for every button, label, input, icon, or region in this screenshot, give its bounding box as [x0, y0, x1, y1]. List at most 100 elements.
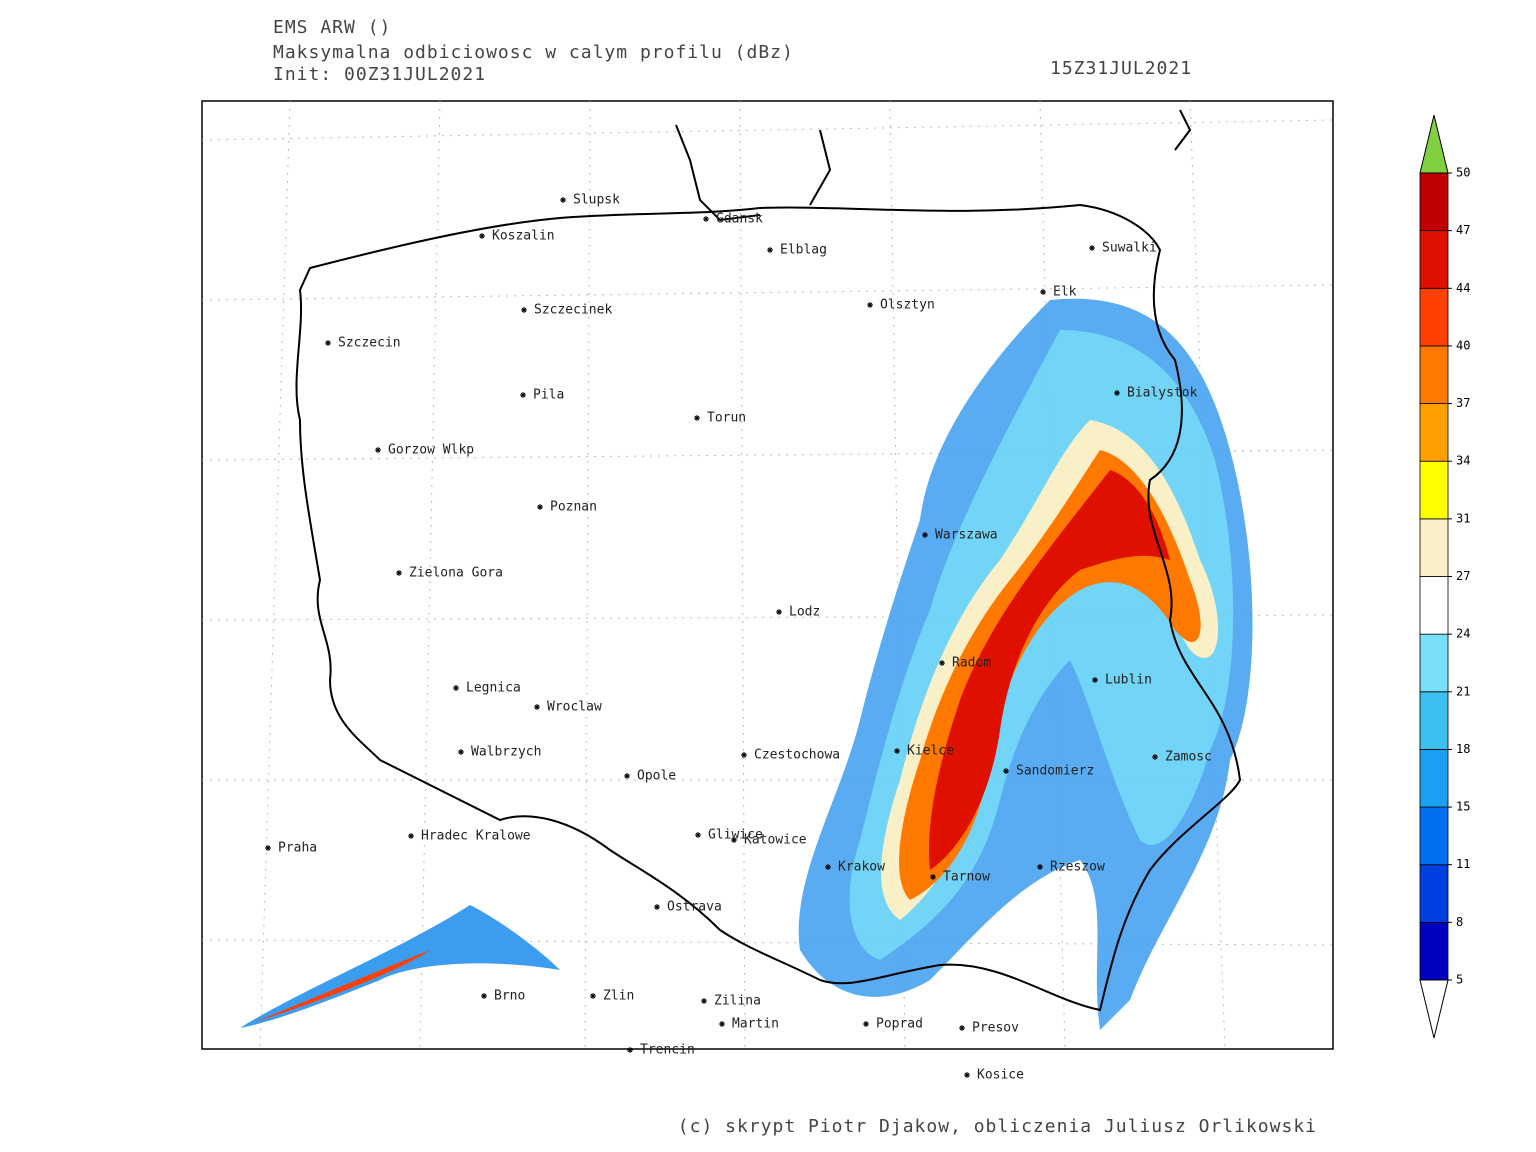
- colorbar-band: [1419, 749, 1449, 808]
- colorbar-band: [1419, 518, 1449, 577]
- city-label: Krakow: [838, 860, 885, 875]
- colorbar-band: [1419, 287, 1449, 347]
- city-label: Wroclaw: [547, 700, 602, 715]
- colorbar-label: 24: [1456, 627, 1470, 641]
- city-marker: [1037, 864, 1043, 870]
- city-marker: [867, 302, 873, 308]
- colorbar-label: 31: [1456, 511, 1470, 525]
- city-marker: [560, 197, 566, 203]
- city-marker: [1040, 289, 1046, 295]
- city-label: Poznan: [550, 500, 597, 515]
- city-marker: [325, 340, 331, 346]
- city-label: Elk: [1053, 285, 1077, 300]
- colorbar-label: 8: [1456, 915, 1463, 929]
- city-label: Brno: [494, 989, 525, 1004]
- city-marker: [719, 1021, 725, 1027]
- colorbar-band: [1419, 921, 1449, 981]
- city-label: Radom: [952, 656, 991, 671]
- city-label: Sandomierz: [1016, 764, 1094, 779]
- city-label: Katowice: [744, 833, 807, 848]
- colorbar-label: 15: [1456, 800, 1470, 814]
- city-marker: [939, 660, 945, 666]
- city-marker: [624, 773, 630, 779]
- city-marker: [1152, 754, 1158, 760]
- city-marker: [458, 749, 464, 755]
- city-label: Bialystok: [1127, 386, 1198, 401]
- colorbar-label: 47: [1456, 223, 1470, 237]
- colorbar-band: [1419, 172, 1449, 232]
- city-marker: [922, 532, 928, 538]
- city-label: Ostrava: [667, 900, 722, 915]
- city-marker: [590, 993, 596, 999]
- city-marker: [701, 998, 707, 1004]
- city-label: Presov: [972, 1021, 1019, 1036]
- colorbar-label: 27: [1456, 569, 1470, 583]
- city-marker: [776, 609, 782, 615]
- city-marker: [703, 216, 709, 222]
- city-label: Poprad: [876, 1017, 923, 1032]
- colorbar-band: [1419, 806, 1449, 866]
- colorbar-label: 40: [1456, 338, 1470, 352]
- radar-echoes: [240, 298, 1253, 1030]
- city-label: Lublin: [1105, 673, 1152, 688]
- city-label: Opole: [637, 769, 676, 784]
- city-marker: [521, 307, 527, 313]
- city-label: Gdansk: [716, 212, 763, 227]
- city-marker: [479, 233, 485, 239]
- city-label: Czestochowa: [754, 748, 840, 763]
- city-label: Zilina: [714, 994, 761, 1009]
- colorbar-label: 34: [1456, 454, 1470, 468]
- city-marker: [396, 570, 402, 576]
- city-label: Pila: [533, 388, 564, 403]
- colorbar-over: [1419, 114, 1449, 174]
- city-marker: [453, 685, 459, 691]
- city-marker: [767, 247, 773, 253]
- colorbar-band: [1419, 633, 1449, 693]
- city-label: Kosice: [977, 1068, 1024, 1083]
- colorbar-band: [1419, 576, 1449, 635]
- city-marker: [654, 904, 660, 910]
- model-title: EMS ARW (): [273, 17, 391, 38]
- city-label: Praha: [278, 841, 317, 856]
- city-label: Legnica: [466, 681, 521, 696]
- colorbar-band: [1419, 403, 1449, 462]
- city-marker: [1089, 245, 1095, 251]
- map-frame: Slupsk Koszalin Gdansk Elblag Suwalki Elk Olsz…: [201, 100, 1334, 1083]
- city-label: Lodz: [789, 605, 820, 620]
- colorbar-band: [1419, 460, 1449, 520]
- valid-time: 15Z31JUL2021: [1050, 58, 1192, 79]
- city-marker: [534, 704, 540, 710]
- city-label: Zielona Gora: [409, 566, 503, 581]
- city-marker: [731, 837, 737, 843]
- city-label: Martin: [732, 1017, 779, 1032]
- city-label: Walbrzych: [471, 745, 541, 760]
- colorbar-band: [1419, 230, 1449, 289]
- city-label: Gliwice: [708, 828, 763, 843]
- city-marker: [265, 845, 271, 851]
- city-label: Gorzow Wlkp: [388, 443, 474, 458]
- city-marker: [627, 1047, 633, 1053]
- colorbar: 5 8 11 15 18 21 24 27 31 34 37 40 44 47 50: [1419, 114, 1470, 1039]
- city-marker: [520, 392, 526, 398]
- city-label: Suwalki: [1102, 241, 1157, 256]
- city-marker: [930, 874, 936, 880]
- city-label: Kielce: [907, 744, 954, 759]
- colorbar-label: 18: [1456, 742, 1470, 756]
- colorbar-under: [1419, 979, 1449, 1039]
- city-label: Szczecin: [338, 336, 401, 351]
- city-marker: [825, 864, 831, 870]
- colorbar-band: [1419, 691, 1449, 750]
- init-time: Init: 00Z31JUL2021: [273, 64, 486, 85]
- city-marker: [1003, 768, 1009, 774]
- city-marker: [408, 833, 414, 839]
- credits: (c) skrypt Piotr Djakow, obliczenia Juli…: [678, 1116, 1317, 1137]
- city-marker: [863, 1021, 869, 1027]
- city-label: Torun: [707, 411, 746, 426]
- city-marker: [1114, 390, 1120, 396]
- colorbar-label: 21: [1456, 684, 1470, 698]
- colorbar-label: 50: [1456, 166, 1470, 180]
- city-label: Zamosc: [1165, 750, 1212, 765]
- city-marker: [375, 447, 381, 453]
- city-label: Zlin: [603, 989, 634, 1004]
